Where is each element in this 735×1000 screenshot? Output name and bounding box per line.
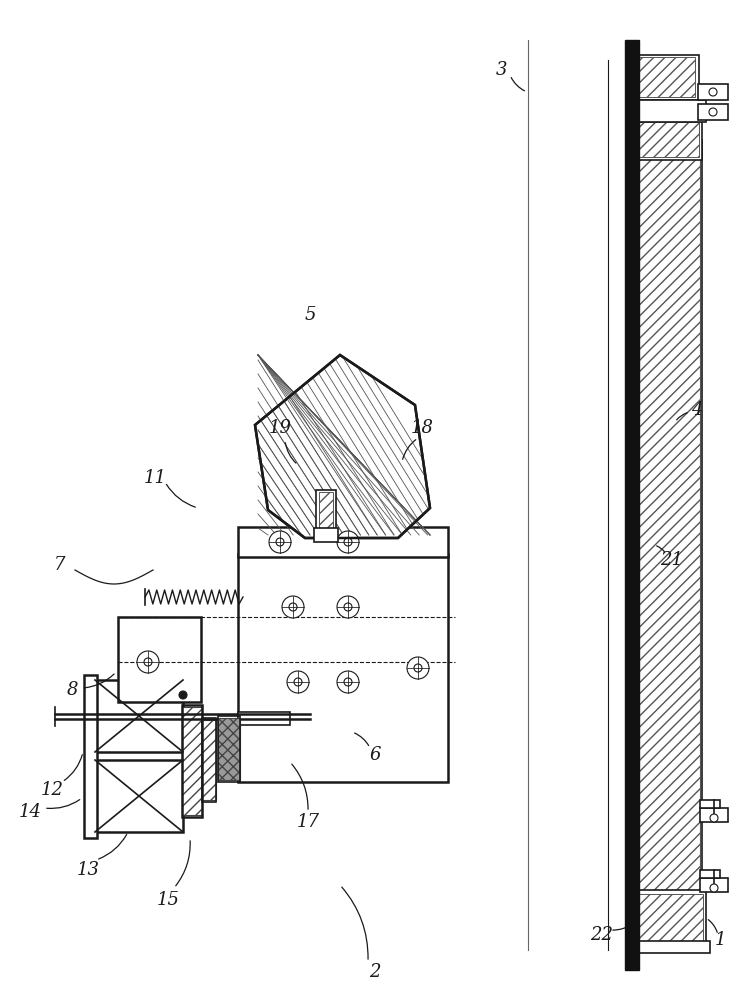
- Text: 18: 18: [411, 419, 434, 437]
- Bar: [700, 800, 720, 808]
- Text: 7: 7: [54, 556, 65, 574]
- Text: 8: 8: [66, 681, 78, 699]
- Bar: [637, 57, 695, 97]
- Bar: [202, 720, 216, 800]
- Text: 3: 3: [496, 61, 508, 79]
- Circle shape: [710, 884, 718, 892]
- Bar: [700, 878, 728, 892]
- Bar: [202, 718, 216, 802]
- Circle shape: [276, 538, 284, 546]
- Bar: [631, 100, 706, 122]
- Circle shape: [414, 664, 422, 672]
- Text: 17: 17: [296, 813, 320, 831]
- Bar: [95, 760, 183, 832]
- Bar: [84, 675, 97, 838]
- Circle shape: [137, 651, 159, 673]
- Text: 14: 14: [18, 803, 41, 821]
- Bar: [634, 120, 702, 160]
- Circle shape: [344, 538, 352, 546]
- Circle shape: [710, 814, 718, 822]
- Bar: [218, 716, 240, 782]
- Bar: [238, 527, 448, 557]
- Bar: [95, 680, 183, 752]
- Bar: [218, 718, 240, 780]
- Bar: [625, 40, 639, 970]
- Circle shape: [709, 108, 717, 116]
- Text: 6: 6: [369, 746, 381, 764]
- Text: 12: 12: [40, 781, 63, 799]
- Text: 4: 4: [691, 401, 703, 419]
- Text: 2: 2: [369, 963, 381, 981]
- Bar: [634, 890, 706, 945]
- Bar: [637, 122, 699, 157]
- Bar: [628, 941, 710, 953]
- Circle shape: [709, 88, 717, 96]
- Bar: [118, 617, 201, 702]
- Circle shape: [337, 531, 359, 553]
- Circle shape: [179, 691, 187, 699]
- Text: 22: 22: [590, 926, 614, 944]
- Bar: [698, 104, 728, 120]
- Text: 21: 21: [661, 551, 684, 569]
- Bar: [638, 140, 700, 900]
- Text: 15: 15: [157, 891, 179, 909]
- Bar: [238, 554, 448, 782]
- Bar: [637, 894, 703, 942]
- Circle shape: [282, 596, 304, 618]
- Circle shape: [269, 531, 291, 553]
- Circle shape: [344, 603, 352, 611]
- Circle shape: [337, 671, 359, 693]
- Bar: [316, 490, 336, 532]
- Bar: [238, 712, 290, 725]
- Bar: [314, 528, 338, 542]
- Circle shape: [294, 678, 302, 686]
- Bar: [700, 808, 728, 822]
- Bar: [636, 140, 702, 900]
- Bar: [634, 55, 699, 100]
- Bar: [700, 870, 720, 878]
- Circle shape: [407, 657, 429, 679]
- Circle shape: [144, 658, 152, 666]
- Bar: [698, 84, 728, 100]
- Polygon shape: [255, 355, 430, 538]
- Circle shape: [344, 678, 352, 686]
- Bar: [182, 707, 202, 815]
- Text: 13: 13: [76, 861, 99, 879]
- Text: 19: 19: [268, 419, 292, 437]
- Bar: [319, 492, 333, 530]
- Circle shape: [337, 596, 359, 618]
- Circle shape: [289, 603, 297, 611]
- Text: 5: 5: [304, 306, 316, 324]
- Circle shape: [287, 671, 309, 693]
- Text: 1: 1: [714, 931, 725, 949]
- Text: 11: 11: [143, 469, 167, 487]
- Bar: [182, 705, 202, 817]
